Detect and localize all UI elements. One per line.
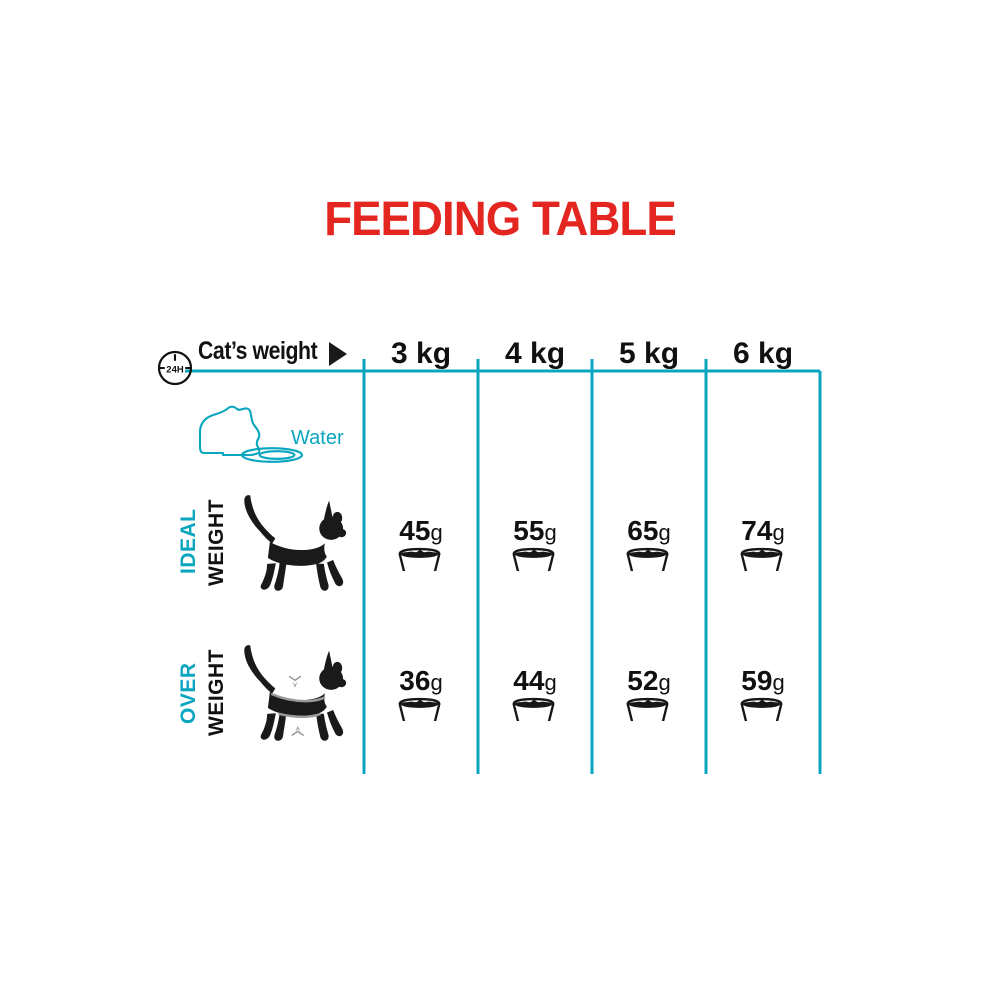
svg-text:Water: Water (291, 427, 344, 449)
svg-text:24H: 24H (166, 365, 184, 376)
